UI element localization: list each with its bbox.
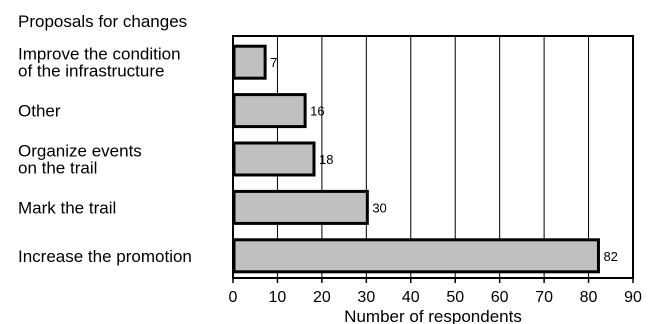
bars: [232, 44, 600, 274]
chart-title: Proposals for changes: [18, 12, 187, 31]
grid-lines: [276, 36, 590, 278]
x-tick-label: 0: [229, 289, 238, 306]
x-tick-label: 70: [535, 289, 553, 306]
bar: [232, 189, 369, 225]
x-tick-label: 10: [269, 289, 287, 306]
data-label: 30: [372, 200, 386, 215]
x-tick-label: 90: [624, 289, 642, 306]
category-label: on the trail: [18, 159, 97, 178]
x-axis-label: Number of respondents: [344, 307, 522, 324]
category-label: Organize events: [18, 142, 142, 161]
category-label: Improve the condition: [18, 45, 181, 64]
bar: [232, 44, 267, 80]
category-label: of the infrastructure: [18, 62, 164, 81]
x-tick-label: 60: [491, 289, 509, 306]
x-tick-label: 20: [313, 289, 331, 306]
plot-frame: [232, 35, 634, 279]
data-label: 82: [603, 249, 617, 264]
x-axis-ticks: 0 10 20 30 40 50 60 70 80 90: [229, 278, 642, 306]
x-tick-label: 40: [402, 289, 420, 306]
x-tick-label: 50: [446, 289, 464, 306]
data-label: 18: [319, 152, 333, 167]
category-label: Increase the promotion: [18, 247, 192, 266]
data-label: 16: [310, 104, 324, 119]
x-tick-label: 80: [580, 289, 598, 306]
data-label: 7: [270, 55, 277, 70]
bar: [232, 141, 316, 177]
category-label: Other: [18, 102, 61, 121]
x-tick-label: 30: [357, 289, 375, 306]
bar: [232, 238, 600, 274]
bar: [232, 93, 307, 129]
category-label: Mark the trail: [18, 198, 116, 217]
data-labels: 7 16 18 30 82: [270, 55, 618, 264]
